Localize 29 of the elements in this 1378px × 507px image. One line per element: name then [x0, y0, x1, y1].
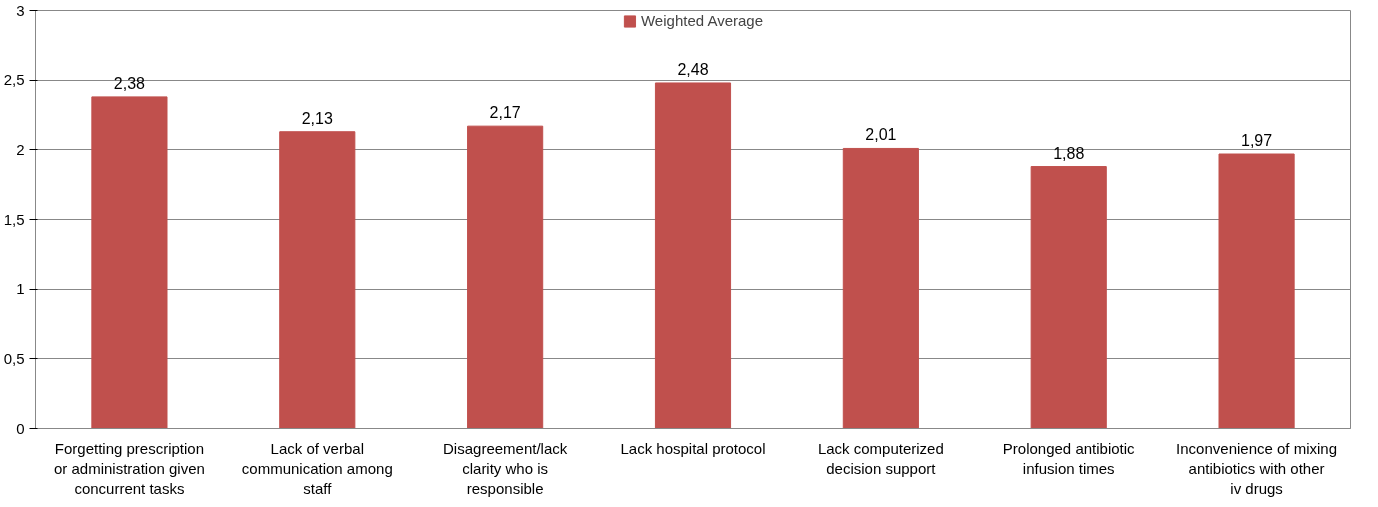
x-tick-label: Prolonged antibiotic infusion times [1002, 439, 1136, 477]
bar [91, 96, 168, 429]
y-tick-label: 0,5 [3, 349, 25, 367]
bar [654, 82, 732, 429]
x-tick-label: Lack computerized decision support [817, 439, 944, 477]
data-label: 2,48 [677, 60, 709, 78]
data-label: 1,97 [1241, 132, 1273, 150]
y-tick-label: 2,5 [3, 71, 25, 89]
data-label: 2,38 [113, 74, 146, 92]
y-tick-label: 0 [16, 419, 25, 437]
y-tick-label: 1 [16, 280, 25, 298]
data-label: 2,13 [301, 109, 333, 127]
data-label: 2,17 [489, 104, 521, 122]
x-tick-label: Forgetting prescription or administration given concurrent tasks [53, 439, 205, 498]
data-label: 1,88 [1053, 144, 1085, 162]
bar [1218, 153, 1295, 429]
bar [279, 131, 356, 429]
bar [842, 147, 919, 429]
x-tick-label: Lack hospital protocol [620, 439, 766, 457]
y-tick-label: 1,5 [3, 210, 25, 228]
bar [467, 125, 544, 429]
legend-label: Weighted Average [640, 12, 764, 29]
x-tick-label: Disagreement/lack clarity who is responsible [443, 439, 568, 498]
x-tick-label: Inconvenience of mixing antibiotics with other iv drugs [1176, 439, 1338, 498]
bar [1030, 166, 1107, 429]
x-tick-label: Lack of verbal communication among staff [241, 439, 393, 498]
data-label: 2,01 [865, 126, 897, 144]
y-tick-label: 3 [16, 1, 25, 19]
y-tick-label: 2 [16, 140, 25, 158]
